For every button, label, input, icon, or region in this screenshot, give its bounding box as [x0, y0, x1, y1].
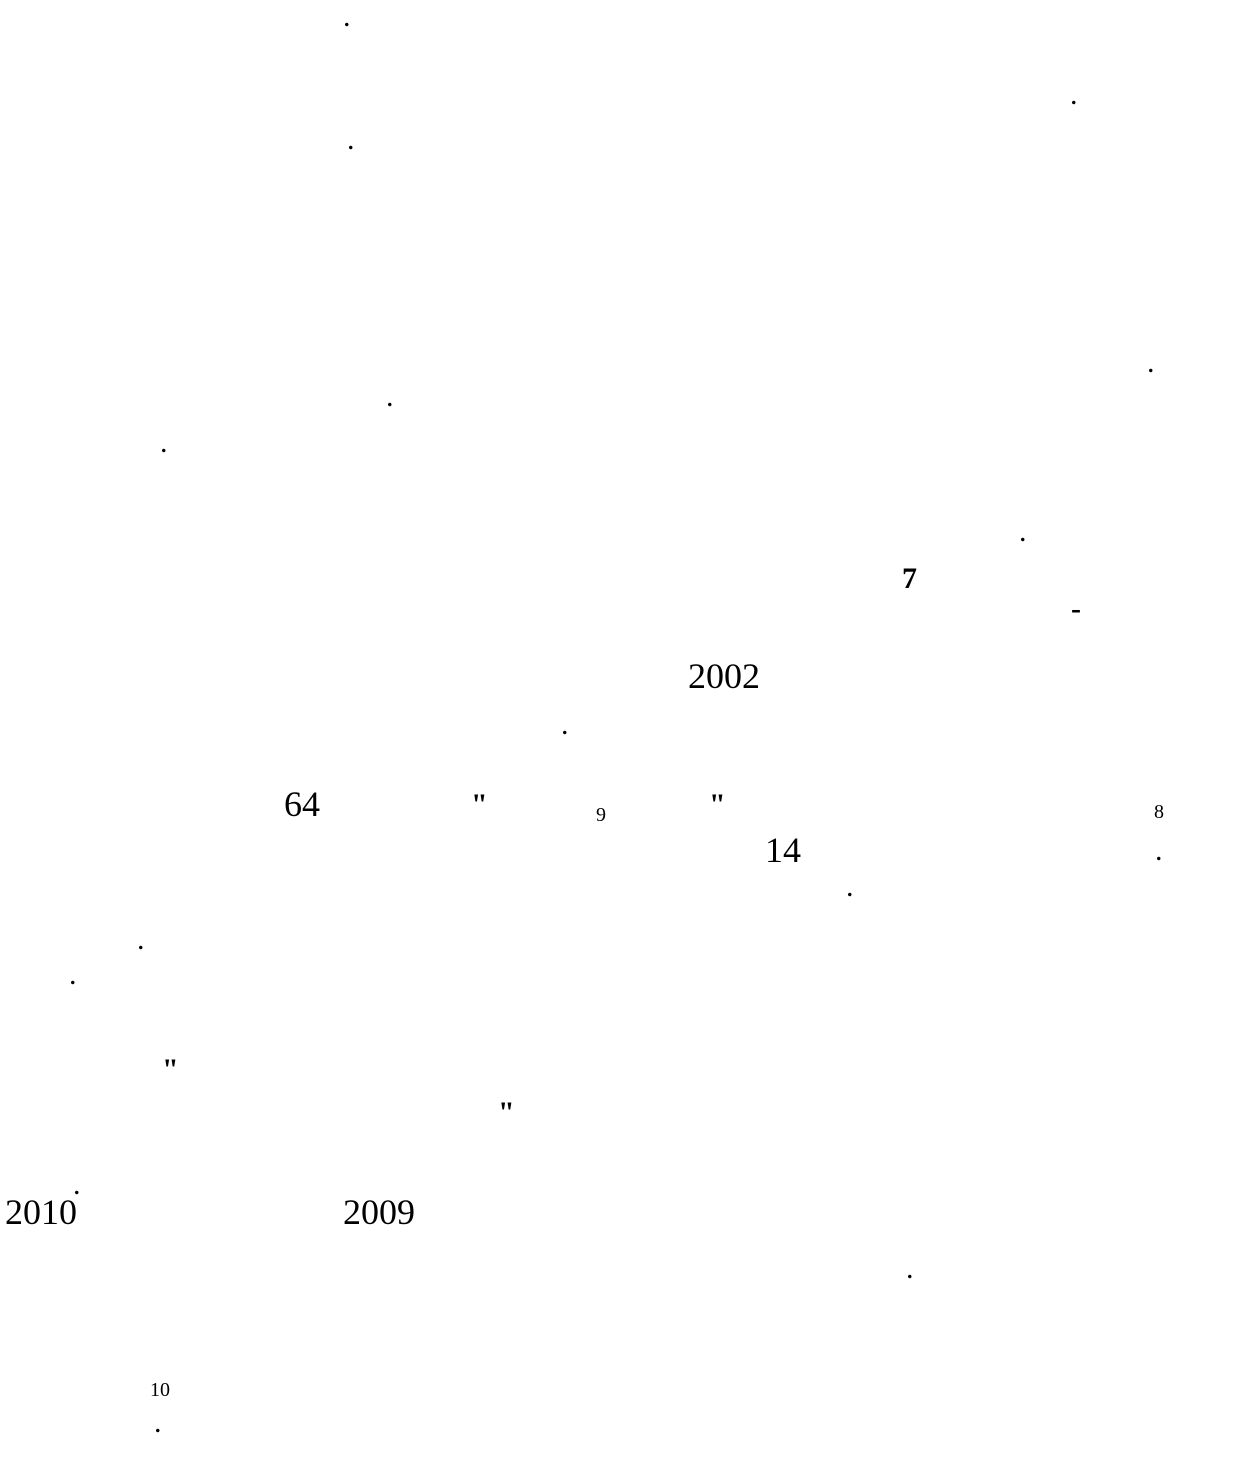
period-mark: .	[1147, 346, 1155, 379]
footnote-ref-10: 10	[150, 1379, 170, 1401]
period-mark: .	[160, 426, 168, 459]
quote-mark: "	[498, 1096, 515, 1129]
period-mark: .	[1155, 834, 1163, 867]
period-mark: .	[73, 1168, 81, 1201]
period-mark: .	[1070, 78, 1078, 111]
period-mark: .	[1019, 515, 1027, 548]
period-mark: .	[386, 380, 394, 413]
dash-mark: -	[1071, 592, 1081, 625]
period-mark: .	[347, 123, 355, 156]
period-mark: .	[846, 870, 854, 903]
period-mark: .	[154, 1406, 162, 1439]
quote-mark: "	[709, 788, 726, 821]
period-mark: .	[69, 958, 77, 991]
year-2010: 2010	[5, 1192, 77, 1232]
quote-mark: "	[471, 788, 488, 821]
section-number: 7	[902, 562, 917, 595]
footnote-ref-8: 8	[1154, 801, 1164, 823]
period-mark: .	[343, 0, 351, 33]
period-mark: .	[561, 708, 569, 741]
period-mark: .	[137, 923, 145, 956]
number-14: 14	[765, 830, 801, 870]
year-2002: 2002	[688, 656, 760, 696]
footnote-ref-9: 9	[596, 804, 606, 826]
year-2009: 2009	[343, 1192, 415, 1232]
quote-mark: "	[162, 1053, 179, 1086]
period-mark: .	[906, 1252, 914, 1285]
number-64: 64	[284, 784, 320, 824]
